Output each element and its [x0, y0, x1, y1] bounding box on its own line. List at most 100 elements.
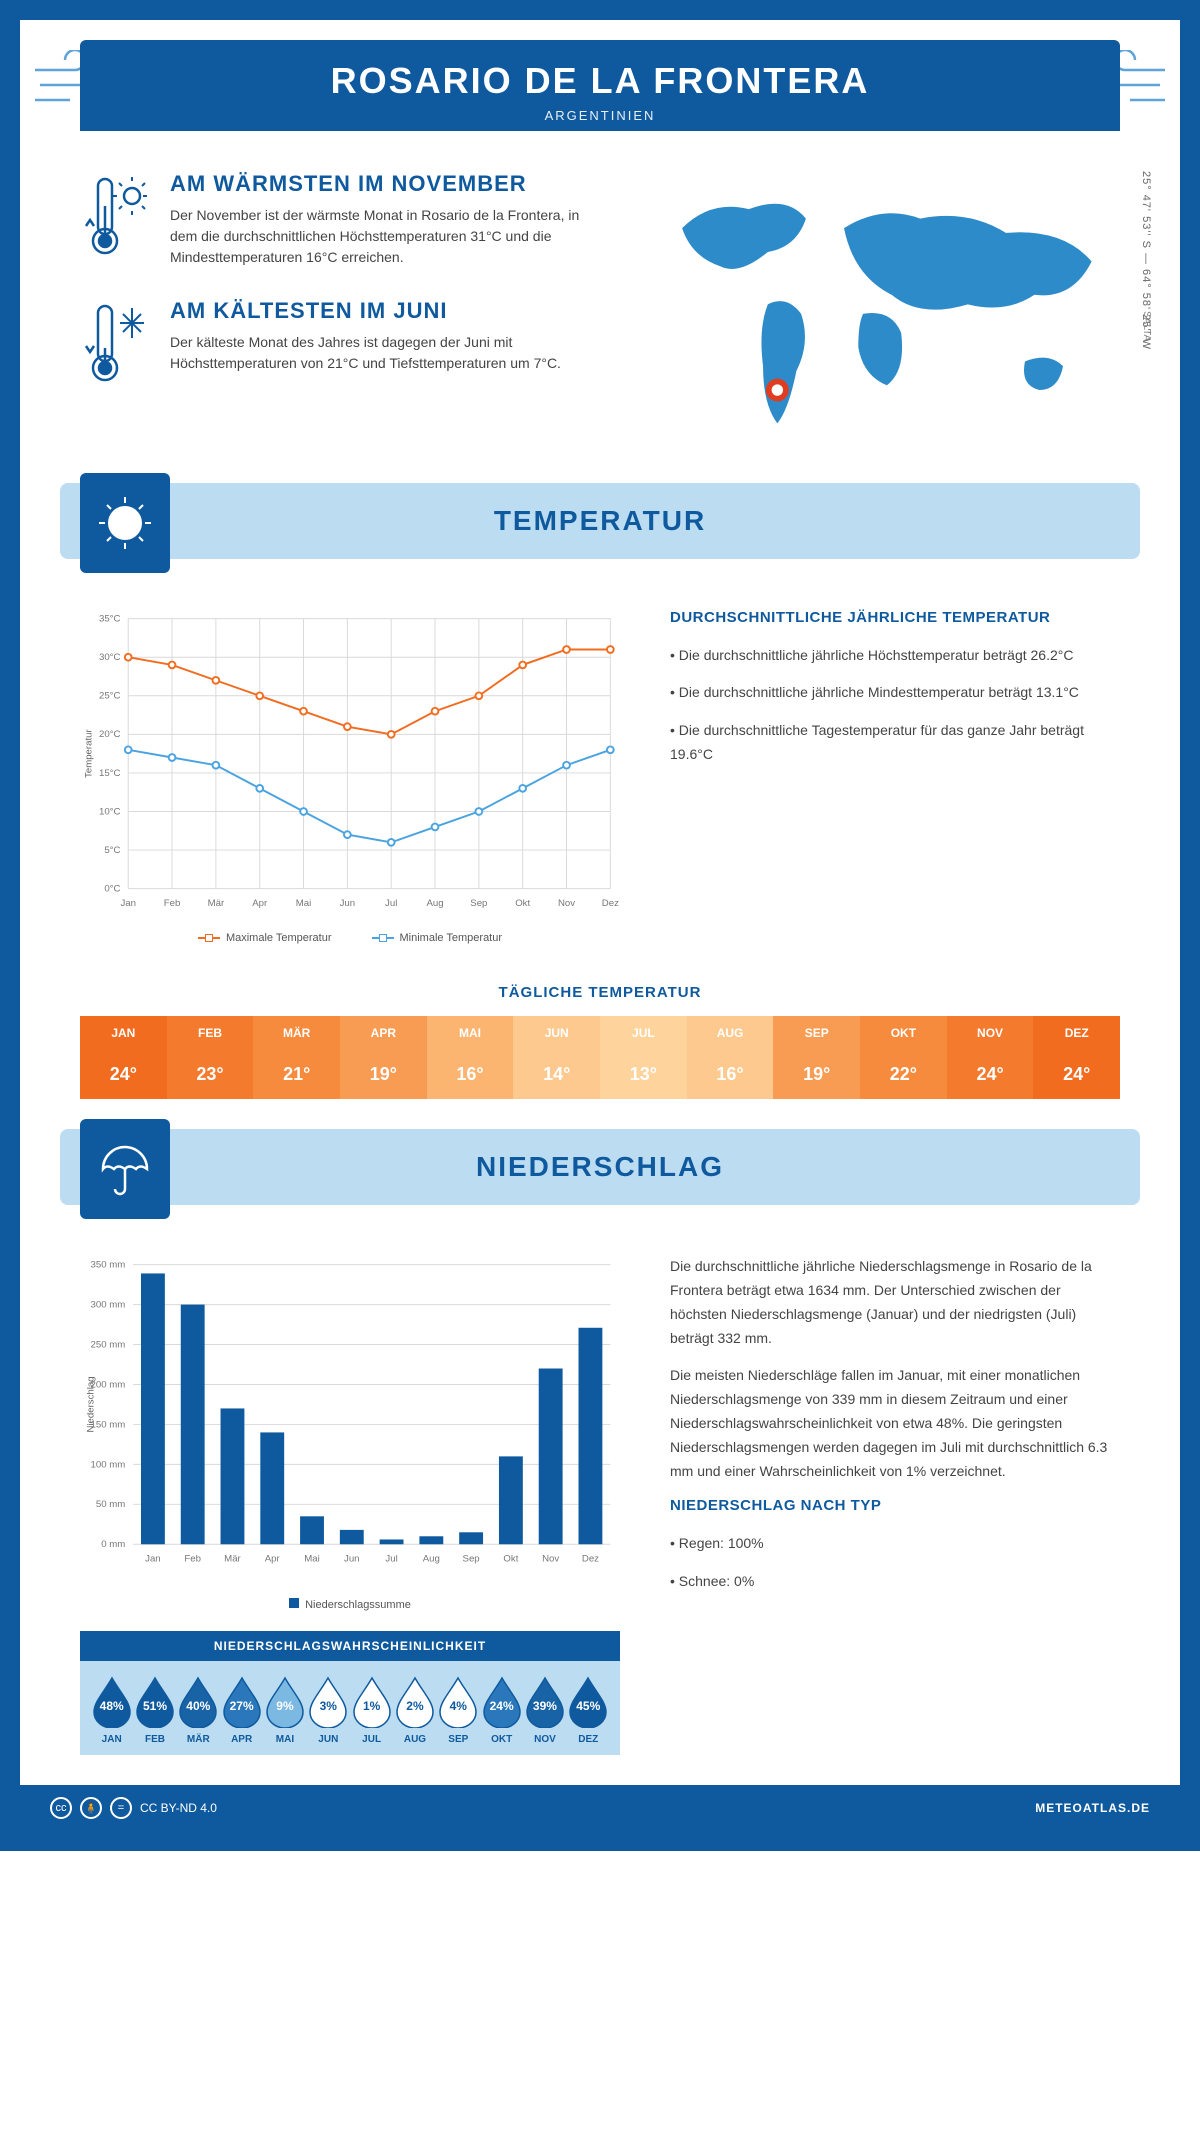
country-label: ARGENTINIEN	[80, 108, 1120, 123]
temp-cell: FEB23°	[167, 1016, 254, 1099]
svg-text:10°C: 10°C	[99, 806, 121, 817]
region-label: SALTA	[1141, 311, 1152, 341]
svg-text:Temperatur: Temperatur	[84, 728, 95, 777]
svg-text:Aug: Aug	[423, 1554, 440, 1565]
cc-icon: cc	[50, 1797, 72, 1819]
temp-cell: JAN24°	[80, 1016, 167, 1099]
precip-prob-title: NIEDERSCHLAGSWAHRSCHEINLICHKEIT	[80, 1631, 620, 1661]
svg-text:Apr: Apr	[265, 1554, 281, 1565]
drop-cell: 9% MAI	[263, 1676, 306, 1745]
temperature-line-chart: 0°C5°C10°C15°C20°C25°C30°C35°CJanFebMärA…	[80, 609, 620, 918]
precipitation-banner: NIEDERSCHLAG	[60, 1129, 1140, 1205]
svg-text:20°C: 20°C	[99, 729, 121, 740]
svg-text:35°C: 35°C	[99, 613, 121, 624]
license-label: CC BY-ND 4.0	[140, 1801, 217, 1815]
coldest-title: AM KÄLTESTEN IM JUNI	[170, 298, 604, 324]
svg-text:Mai: Mai	[304, 1554, 320, 1565]
temp-bullet-1: • Die durchschnittliche jährliche Höchst…	[670, 644, 1120, 668]
drop-cell: 27% APR	[220, 1676, 263, 1745]
svg-text:Mai: Mai	[296, 898, 312, 909]
precipitation-bar-chart: 0 mm50 mm100 mm150 mm200 mm250 mm300 mm3…	[80, 1255, 620, 1583]
temp-cell: MAI16°	[427, 1016, 514, 1099]
svg-text:Apr: Apr	[252, 898, 268, 909]
precipitation-legend: Niederschlagssumme	[80, 1598, 620, 1611]
svg-text:Mär: Mär	[208, 898, 225, 909]
svg-text:Feb: Feb	[184, 1554, 201, 1565]
drop-cell: 2% AUG	[393, 1676, 436, 1745]
temp-cell: AUG16°	[687, 1016, 774, 1099]
legend-max: Maximale Temperatur	[226, 932, 332, 944]
precip-text-2: Die meisten Niederschläge fallen im Janu…	[670, 1364, 1120, 1483]
footer: cc 🧍 = CC BY-ND 4.0 METEOATLAS.DE	[20, 1785, 1180, 1831]
temp-cell: NOV24°	[947, 1016, 1034, 1099]
temp-bullet-3: • Die durchschnittliche Tagestemperatur …	[670, 719, 1120, 767]
temp-cell: JUL13°	[600, 1016, 687, 1099]
svg-text:Jun: Jun	[344, 1554, 360, 1565]
warmest-title: AM WÄRMSTEN IM NOVEMBER	[170, 171, 604, 197]
warmest-fact: AM WÄRMSTEN IM NOVEMBER Der November ist…	[80, 171, 604, 268]
drop-cell: 40% MÄR	[177, 1676, 220, 1745]
daily-temp-title: TÄGLICHE TEMPERATUR	[20, 984, 1180, 1001]
svg-text:Sep: Sep	[463, 1554, 480, 1565]
precip-text-1: Die durchschnittliche jährliche Niedersc…	[670, 1255, 1120, 1350]
svg-text:Jul: Jul	[385, 1554, 397, 1565]
drop-cell: 24% OKT	[480, 1676, 523, 1745]
svg-text:0 mm: 0 mm	[101, 1539, 125, 1550]
sun-icon	[80, 473, 170, 573]
svg-text:Jun: Jun	[340, 898, 356, 909]
drop-cell: 4% SEP	[437, 1676, 480, 1745]
svg-text:100 mm: 100 mm	[91, 1459, 126, 1470]
svg-text:Jan: Jan	[120, 898, 136, 909]
drop-cell: 39% NOV	[523, 1676, 566, 1745]
drop-cell: 48% JAN	[90, 1676, 133, 1745]
svg-text:30°C: 30°C	[99, 652, 121, 663]
svg-text:25°C: 25°C	[99, 690, 121, 701]
svg-text:Sep: Sep	[470, 898, 487, 909]
brand-label: METEOATLAS.DE	[1035, 1801, 1150, 1815]
precip-probability-block: NIEDERSCHLAGSWAHRSCHEINLICHKEIT 48% JAN …	[80, 1631, 620, 1755]
precip-type-snow: • Schnee: 0%	[670, 1570, 1120, 1594]
drop-cell: 51% FEB	[133, 1676, 176, 1745]
svg-text:Mär: Mär	[224, 1554, 241, 1565]
warmest-text: Der November ist der wärmste Monat in Ro…	[170, 205, 604, 268]
svg-text:300 mm: 300 mm	[91, 1300, 126, 1311]
svg-text:Jan: Jan	[145, 1554, 161, 1565]
svg-text:250 mm: 250 mm	[91, 1340, 126, 1351]
coldest-fact: AM KÄLTESTEN IM JUNI Der kälteste Monat …	[80, 298, 604, 393]
legend-precip: Niederschlagssumme	[305, 1599, 411, 1611]
temp-cell: MÄR21°	[253, 1016, 340, 1099]
temp-cell: APR19°	[340, 1016, 427, 1099]
thermometer-snow-icon	[80, 298, 150, 393]
thermometer-sun-icon	[80, 171, 150, 268]
temp-cell: DEZ24°	[1033, 1016, 1120, 1099]
city-title: ROSARIO DE LA FRONTERA	[80, 60, 1120, 102]
svg-text:Nov: Nov	[558, 898, 575, 909]
svg-text:5°C: 5°C	[104, 845, 120, 856]
world-map: 25° 47' 53'' S — 64° 58' 25'' W SALTA	[644, 171, 1120, 443]
drop-cell: 1% JUL	[350, 1676, 393, 1745]
temp-cell: SEP19°	[773, 1016, 860, 1099]
svg-text:50 mm: 50 mm	[96, 1499, 125, 1510]
drop-cell: 45% DEZ	[567, 1676, 610, 1745]
svg-text:Aug: Aug	[426, 898, 443, 909]
precip-type-title: NIEDERSCHLAG NACH TYP	[670, 1497, 1120, 1514]
svg-text:350 mm: 350 mm	[91, 1260, 126, 1271]
svg-text:15°C: 15°C	[99, 767, 121, 778]
svg-text:Dez: Dez	[582, 1554, 599, 1565]
drop-cell: 3% JUN	[307, 1676, 350, 1745]
temp-text-heading: DURCHSCHNITTLICHE JÄHRLICHE TEMPERATUR	[670, 609, 1120, 626]
legend-min: Minimale Temperatur	[400, 932, 503, 944]
temp-cell: JUN14°	[513, 1016, 600, 1099]
temperature-title: TEMPERATUR	[60, 505, 1140, 537]
svg-text:Dez: Dez	[602, 898, 619, 909]
nd-icon: =	[110, 1797, 132, 1819]
coldest-text: Der kälteste Monat des Jahres ist dagege…	[170, 332, 604, 374]
precip-type-rain: • Regen: 100%	[670, 1532, 1120, 1556]
temp-cell: OKT22°	[860, 1016, 947, 1099]
precipitation-title: NIEDERSCHLAG	[60, 1151, 1140, 1183]
temperature-banner: TEMPERATUR	[60, 483, 1140, 559]
svg-text:Okt: Okt	[503, 1554, 518, 1565]
by-icon: 🧍	[80, 1797, 102, 1819]
svg-text:0°C: 0°C	[104, 883, 120, 894]
temp-bullet-2: • Die durchschnittliche jährliche Mindes…	[670, 681, 1120, 705]
